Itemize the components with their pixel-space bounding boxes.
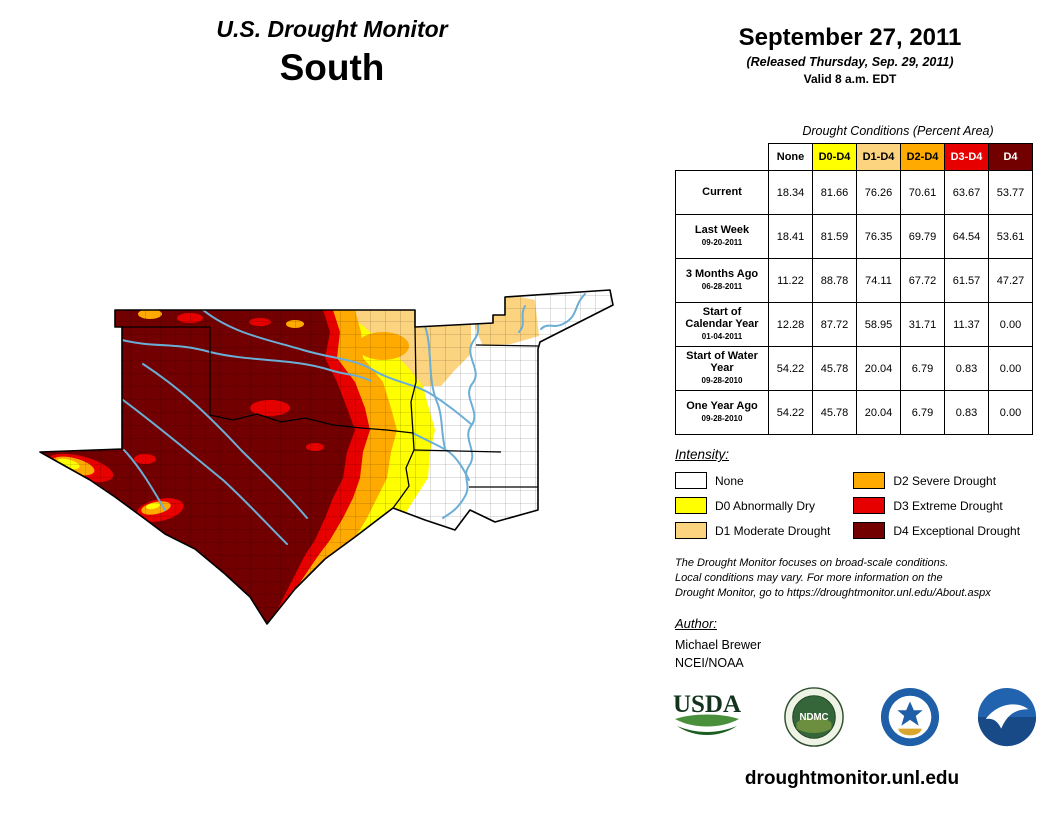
border-ok-ar xyxy=(410,326,417,434)
date-block: September 27, 2011 (Released Thursday, S… xyxy=(672,24,1028,86)
table-row: 3 Months Ago 06-28-2011 11.22 88.78 74.1… xyxy=(675,258,1033,303)
table-row: One Year Ago 09-28-2010 54.22 45.78 20.0… xyxy=(675,390,1033,435)
col-header-d1d4: D1-D4 xyxy=(856,143,901,171)
usda-swoosh-dark xyxy=(677,726,737,735)
page-title: U.S. Drought Monitor South xyxy=(132,16,532,89)
usda-logo: USDA xyxy=(673,691,741,735)
colorado-river xyxy=(122,399,288,545)
canadian-river xyxy=(121,339,372,382)
swatch-none xyxy=(675,472,707,489)
commerce-seal-logo xyxy=(881,687,940,747)
border-tx-la xyxy=(392,449,415,509)
tennessee-river xyxy=(540,293,586,330)
border-tx-ar xyxy=(412,432,415,451)
usda-swoosh xyxy=(675,714,739,727)
table-header-row: None D0-D4 D1-D4 D2-D4 D3-D4 D4 xyxy=(675,143,1033,171)
legend-item-d3: D3 Extreme Drought xyxy=(853,493,1035,518)
author-org: NCEI/NOAA xyxy=(675,656,744,670)
ndmc-logo: NDMC xyxy=(783,687,844,747)
author-name: Michael Brewer xyxy=(675,638,762,652)
logo-row: USDA NDMC xyxy=(666,686,1038,748)
region-outline xyxy=(39,289,614,625)
report-title: U.S. Drought Monitor xyxy=(216,16,448,42)
commerce-base xyxy=(898,728,922,736)
cumberland-river xyxy=(518,305,526,333)
legend-item-d1: D1 Moderate Drought xyxy=(675,518,845,543)
swatch-d1 xyxy=(675,522,707,539)
table-row: Start of Calendar Year 01-04-2011 12.28 … xyxy=(675,302,1033,347)
ndmc-terrain xyxy=(796,717,832,733)
swatch-d3 xyxy=(853,497,886,514)
legend-item-d0: D0 Abnormally Dry xyxy=(675,493,845,518)
swatch-d0 xyxy=(675,497,707,514)
svg-text:USDA: USDA xyxy=(673,691,741,718)
south-region-map xyxy=(39,289,614,625)
row-label: Start of Calendar Year 01-04-2011 xyxy=(675,302,769,347)
table-corner-cell xyxy=(675,143,769,171)
border-ar-la xyxy=(413,449,502,453)
white-river xyxy=(424,325,446,449)
rivers xyxy=(121,291,586,545)
brazos-river xyxy=(142,363,308,519)
footer-url: droughtmonitor.unl.edu xyxy=(744,768,960,789)
svg-text:NDMC: NDMC xyxy=(799,712,828,723)
table-row: Last Week 09-20-2011 18.41 81.59 76.35 6… xyxy=(675,214,1033,259)
table-caption: Drought Conditions (Percent Area) xyxy=(802,124,994,138)
arkansas-river xyxy=(202,309,472,425)
valid-time: Valid 8 a.m. EDT xyxy=(803,72,897,86)
red-river-lower xyxy=(412,432,470,481)
legend-item-d4: D4 Exceptional Drought xyxy=(853,518,1035,543)
legend-heading: Intensity: xyxy=(675,447,730,462)
disclaimer-text: The Drought Monitor focuses on broad-sca… xyxy=(675,557,991,599)
legend-item-d2: D2 Severe Drought xyxy=(853,468,1035,493)
county-grid xyxy=(40,290,613,624)
swatch-d4 xyxy=(853,522,886,539)
drought-map xyxy=(25,282,625,637)
col-header-d3d4: D3-D4 xyxy=(944,143,989,171)
row-label: Start of Water Year 09-28-2010 xyxy=(675,346,769,391)
row-label: 3 Months Ago 06-28-2011 xyxy=(675,258,769,303)
region-title: South xyxy=(279,47,385,88)
table-row: Current 18.34 81.66 76.26 70.61 63.67 53… xyxy=(675,170,1033,215)
state-borders xyxy=(122,326,539,509)
swatch-d2 xyxy=(853,472,886,489)
pecos-river xyxy=(123,449,166,511)
intensity-legend: None D0 Abnormally Dry D1 Moderate Droug… xyxy=(675,468,1035,543)
map-date: September 27, 2011 xyxy=(738,24,962,51)
row-label: Current xyxy=(675,170,769,215)
commerce-eagle xyxy=(897,701,923,726)
legend-item-none: None xyxy=(675,468,845,493)
border-tx-ok xyxy=(122,326,414,434)
released-date: (Released Thursday, Sep. 29, 2011) xyxy=(746,55,954,69)
border-ms-tn xyxy=(475,344,539,347)
row-label: One Year Ago 09-28-2010 xyxy=(675,390,769,435)
col-header-none: None xyxy=(768,143,813,171)
col-header-d0d4: D0-D4 xyxy=(812,143,857,171)
col-header-d2d4: D2-D4 xyxy=(900,143,945,171)
drought-conditions-table: None D0-D4 D1-D4 D2-D4 D3-D4 D4 Current … xyxy=(675,143,1033,435)
noaa-gull xyxy=(985,704,1029,729)
noaa-logo xyxy=(977,687,1037,747)
row-label: Last Week 09-20-2011 xyxy=(675,214,769,259)
table-row: Start of Water Year 09-28-2010 54.22 45.… xyxy=(675,346,1033,391)
noaa-lower-hemisphere xyxy=(977,717,1037,747)
mississippi-river xyxy=(442,291,480,519)
author-heading: Author: xyxy=(675,616,717,631)
col-header-d4: D4 xyxy=(988,143,1033,171)
